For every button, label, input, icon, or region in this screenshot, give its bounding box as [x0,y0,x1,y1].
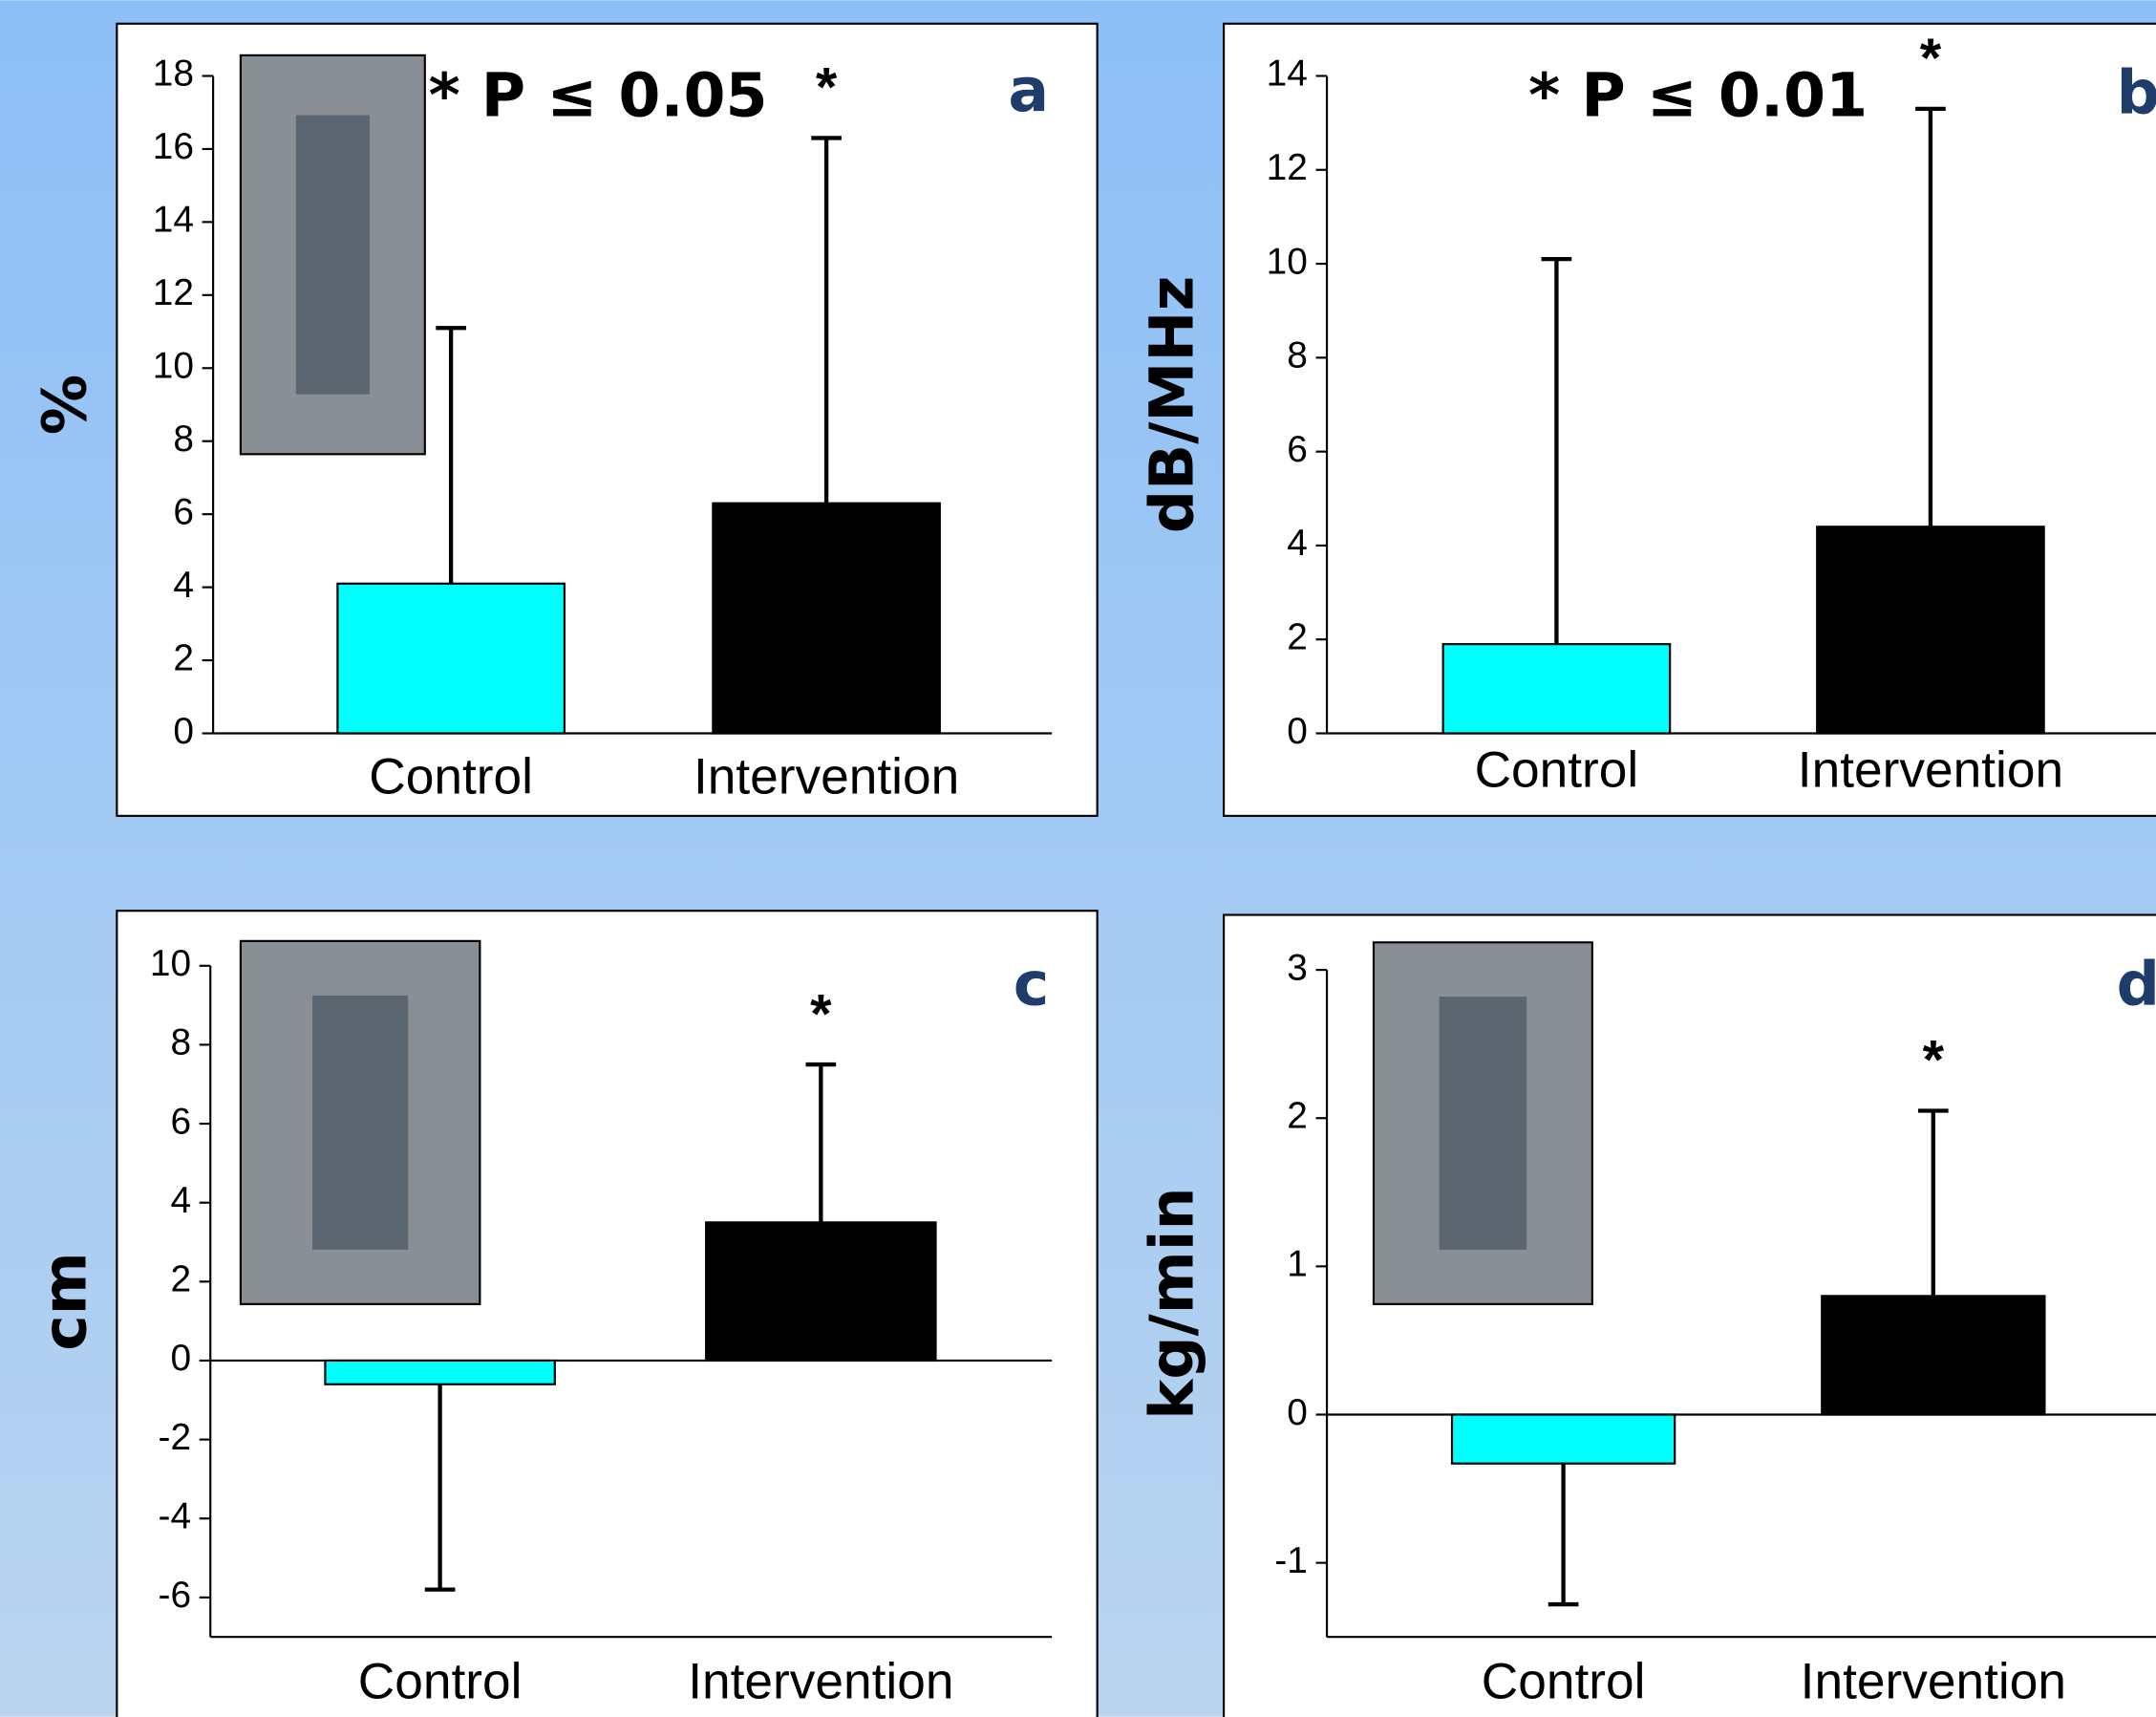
y-tick-label: 14 [1267,54,1308,95]
y-axis-label: cm [30,1252,100,1351]
panel: -1 0 1 2 3 Control Intervention * kg/min d [1136,915,2156,1717]
y-tick-label: 2 [173,637,194,678]
panel-label: c [1014,948,1050,1019]
y-tick-label: -4 [159,1496,192,1537]
y-tick-label: 8 [173,419,194,460]
panel-label: a [1008,54,1049,125]
x-tick-label: Intervention [694,749,959,805]
y-tick-label: 8 [170,1022,191,1063]
panel: 0 2 4 6 8 10 12 14 16 18 Control Intervention *% a * P… [30,24,1098,816]
y-tick-label: 3 [1287,947,1308,988]
y-axis-label: % [30,375,100,435]
y-tick-label: -2 [159,1417,192,1458]
y-tick-label: 2 [170,1259,191,1300]
bar [1817,526,2044,733]
x-tick-label: Intervention [1801,1654,2066,1710]
y-axis-label: kg/min [1136,1187,1206,1419]
photo-detail [312,996,408,1250]
y-tick-label: 10 [1267,241,1308,282]
panel-label: b [2117,57,2156,128]
panel-label: d [2117,948,2156,1019]
y-tick-label: 18 [153,54,194,95]
y-tick-label: 0 [173,711,194,752]
y-tick-label: 12 [153,272,194,313]
y-tick-label: -6 [159,1575,192,1616]
bar [1452,1415,1675,1464]
photo-detail [296,115,370,394]
y-tick-label: 0 [1287,711,1308,752]
x-tick-label: Control [358,1654,523,1710]
bar [1822,1296,2044,1414]
x-tick-label: Intervention [1798,741,2063,798]
significance-marker: * [1923,1030,1945,1091]
bar [713,504,940,734]
figure: 024681012141618ControlIntervention*%a* P… [0,0,2156,1717]
y-tick-label: 10 [150,943,191,984]
y-tick-label: 2 [1287,616,1308,657]
y-tick-label: 16 [153,126,194,167]
panel: -6 -4 -2 0 2 4 6 8 10 Control Intervention * cm c [30,911,1098,1717]
x-tick-label: Intervention [688,1654,953,1710]
y-tick-label: 12 [1267,147,1308,188]
y-tick-label: 4 [170,1180,191,1221]
significance-marker: * [1920,28,1942,89]
panel: 0 2 4 6 8 10 12 14 Control Intervention * dB/MHz b * … [1136,24,2156,816]
y-tick-label: 6 [173,491,194,532]
y-tick-label: 1 [1287,1244,1308,1285]
y-tick-label: 10 [153,346,194,387]
y-tick-label: 14 [153,200,194,241]
x-tick-label: Control [1475,741,1639,798]
bar [1443,644,1671,733]
bar [325,1361,554,1384]
y-tick-label: 4 [1287,523,1308,564]
y-axis-label: dB/MHz [1136,276,1206,534]
page: 024681012141618ControlIntervention*%a* P… [0,0,2156,1717]
y-tick-label: 6 [170,1101,191,1142]
y-tick-label: 0 [170,1338,191,1379]
annotation: * P ≤ 0.05 [429,60,768,131]
y-tick-label: 6 [1287,429,1308,470]
x-tick-label: Control [1482,1654,1646,1710]
significance-marker: * [816,57,838,118]
bar [337,584,565,734]
y-tick-label: 0 [1287,1392,1308,1433]
y-tick-label: 2 [1287,1095,1308,1136]
photo-detail [1440,997,1527,1250]
y-tick-label: 8 [1287,335,1308,376]
y-tick-label: -1 [1274,1540,1308,1581]
bar [706,1222,935,1361]
y-tick-label: 4 [173,565,194,606]
x-tick-label: Control [369,749,533,805]
significance-marker: * [810,983,832,1044]
annotation: * P ≤ 0.01 [1528,60,1868,131]
